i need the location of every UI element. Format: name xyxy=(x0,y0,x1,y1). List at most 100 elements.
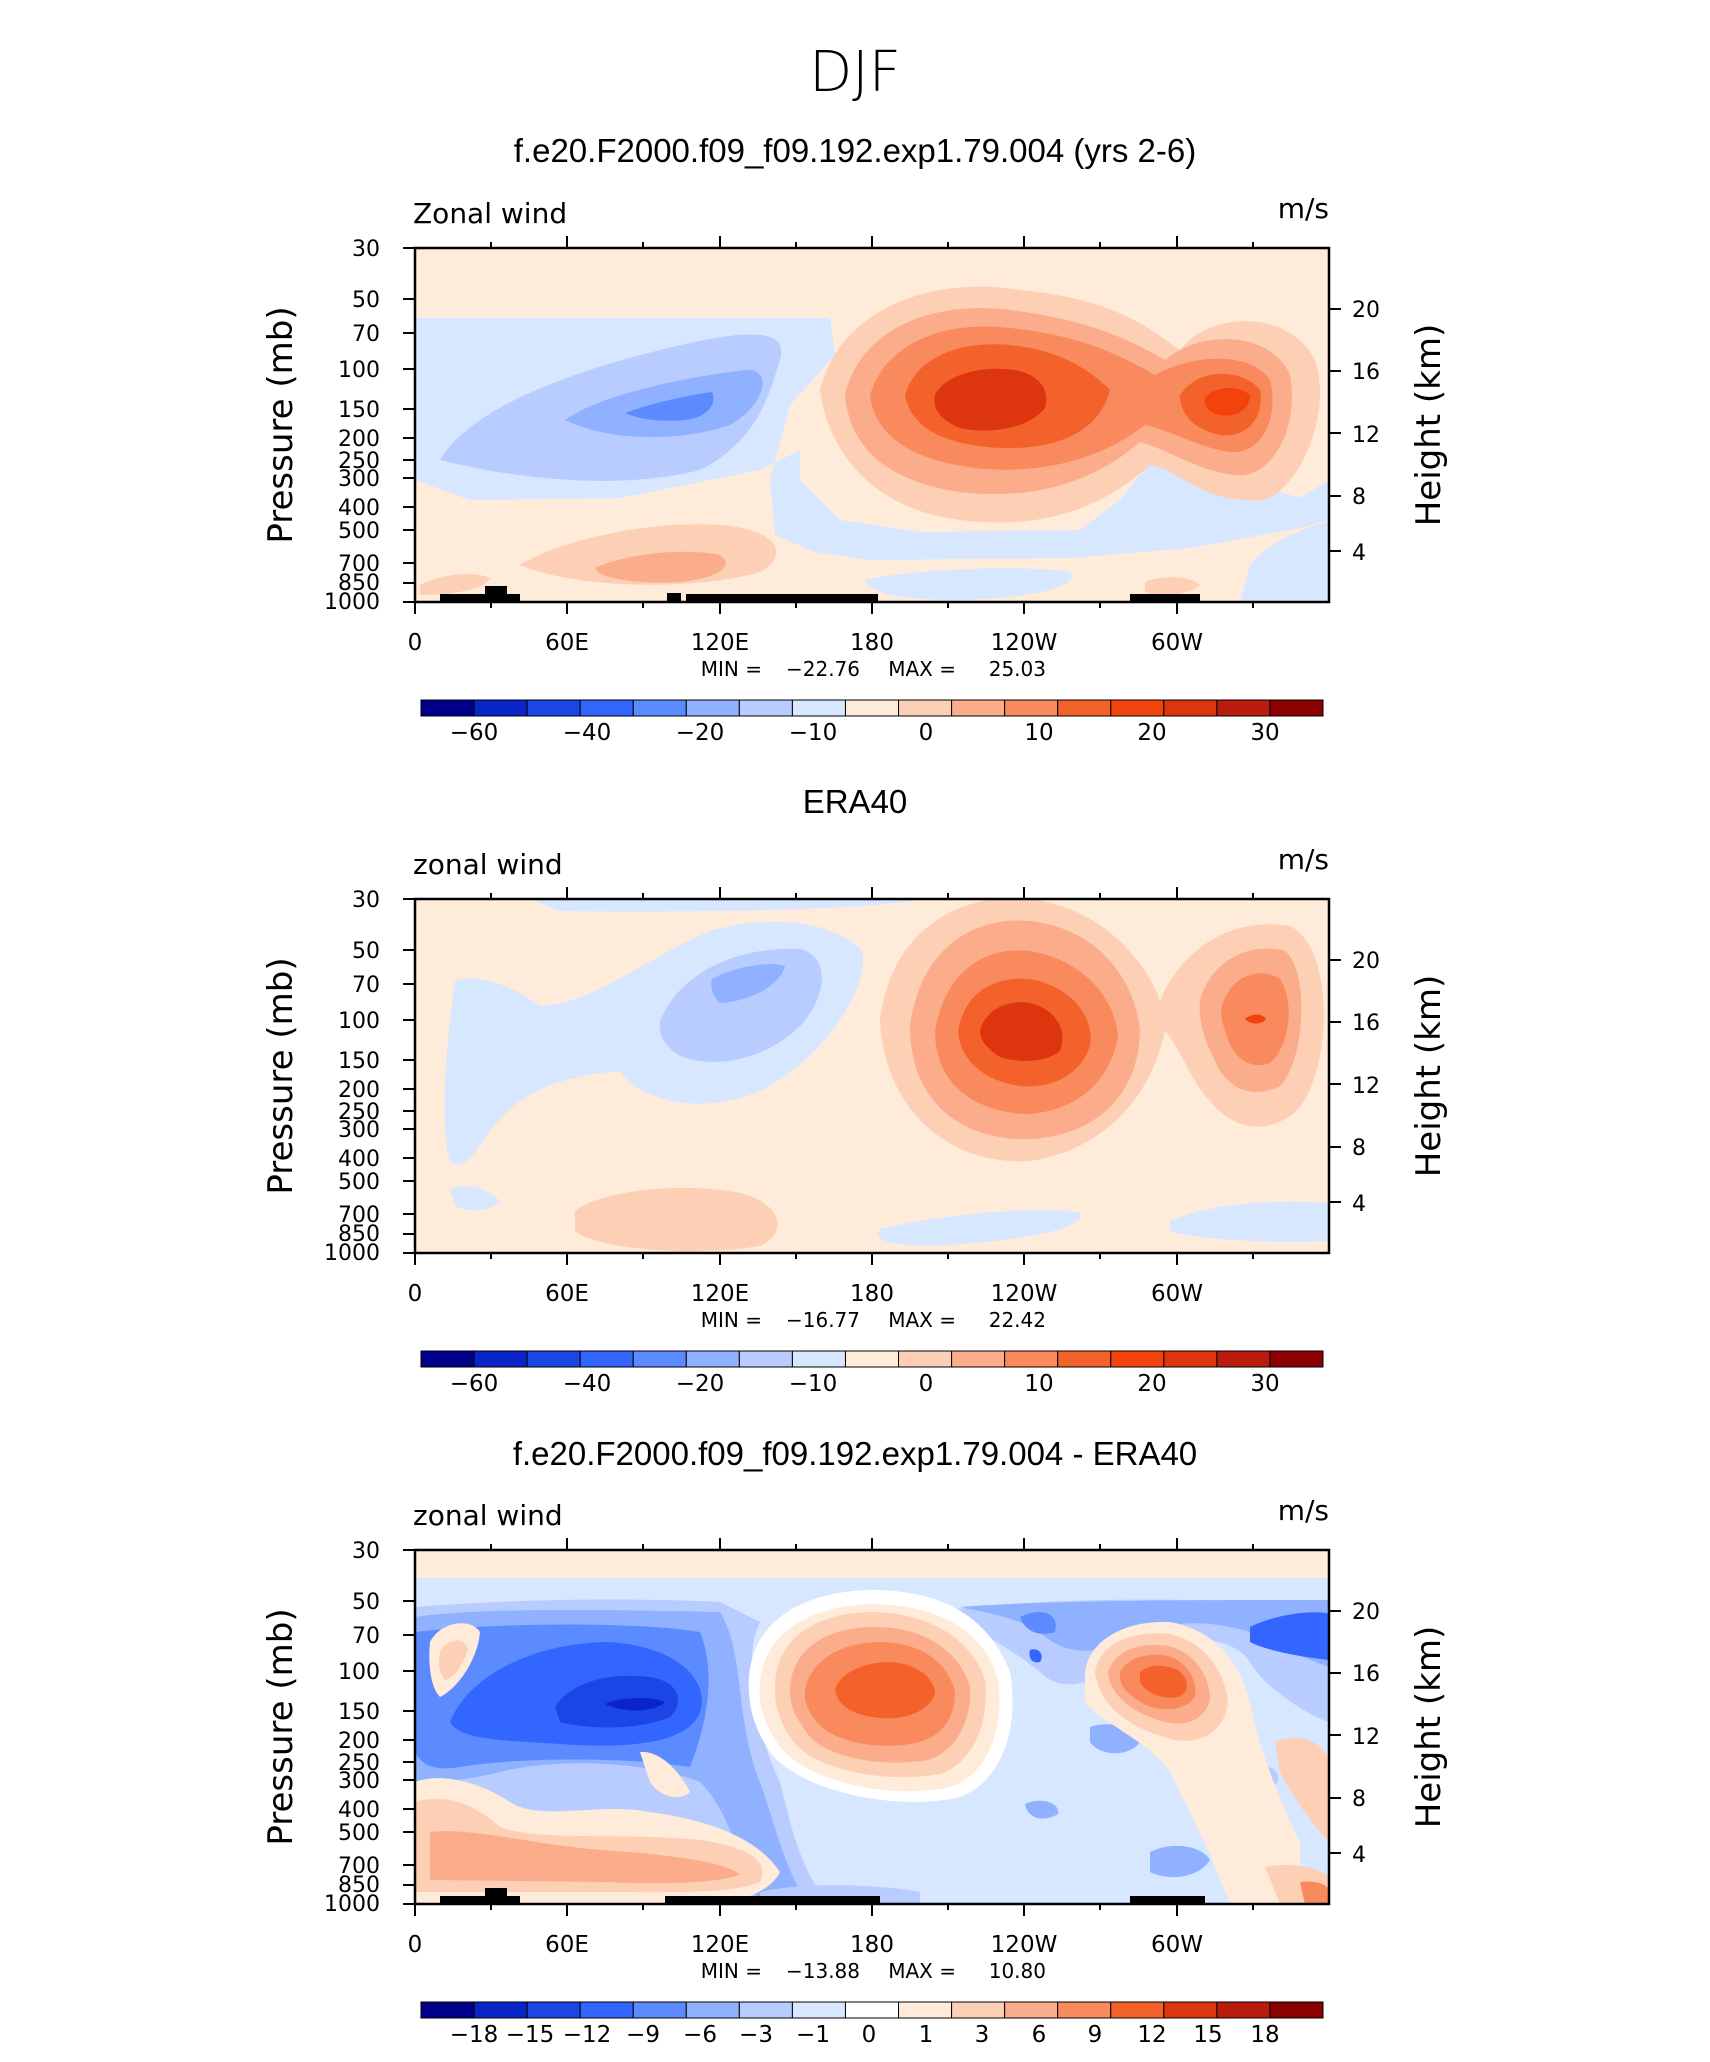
y-tick-label: 70 xyxy=(352,973,380,998)
x-tick-labels: 0 60E 120E 180 120W 60W xyxy=(408,1281,1203,1307)
y2-tick-labels: 4 8 12 16 20 xyxy=(1352,298,1380,566)
colorbar-label: −1 xyxy=(796,2022,830,2048)
colorbar-label: −60 xyxy=(450,720,499,746)
x-tick-label: 60W xyxy=(1151,630,1203,656)
colorbar-swatch xyxy=(526,1350,581,1368)
y-tick-label: 100 xyxy=(338,1660,380,1685)
y2-tick-label: 12 xyxy=(1352,423,1380,448)
colorbar-label: −10 xyxy=(789,1371,838,1397)
colorbar-labels: −60 −40 −20 −10 0 10 20 30 xyxy=(450,1371,1280,1397)
y-tick-label: 100 xyxy=(338,358,380,383)
stats-max-label: MAX = xyxy=(888,1959,956,1983)
colorbar-labels: −60 −40 −20 −10 0 10 20 30 xyxy=(450,720,1280,746)
y2-axis-title: Height (km) xyxy=(1409,324,1449,527)
y-tick-label: 400 xyxy=(338,1798,380,1823)
panel-2-title: ERA40 xyxy=(802,783,908,820)
colorbar-label: 20 xyxy=(1137,720,1166,746)
y2-axis-title: Height (km) xyxy=(1409,975,1449,1178)
y2-tick-label: 16 xyxy=(1352,360,1380,385)
y2-tick-label: 20 xyxy=(1352,1600,1380,1625)
colorbar-label: 12 xyxy=(1137,2022,1166,2048)
stats-min: −16.77 xyxy=(786,1308,860,1332)
y2-tick-label: 20 xyxy=(1352,949,1380,974)
units-label: m/s xyxy=(1278,1494,1329,1527)
y-tick-label: 150 xyxy=(338,398,380,423)
y-axis-title: Pressure (mb) xyxy=(261,957,301,1194)
colorbar-swatch xyxy=(526,2001,581,2019)
colorbar-swatch xyxy=(473,699,528,717)
colorbar-swatch xyxy=(1110,2001,1165,2019)
y-tick-label: 850 xyxy=(338,571,380,596)
colorbar-swatch xyxy=(1216,2001,1271,2019)
colorbar xyxy=(420,1350,1324,1368)
stats-max-label: MAX = xyxy=(888,657,956,681)
colorbar-swatch xyxy=(1163,1350,1218,1368)
colorbar-swatch xyxy=(738,2001,793,2019)
colorbar-label: 9 xyxy=(1088,2022,1103,2048)
colorbar xyxy=(420,2001,1324,2019)
x-tick-label: 60E xyxy=(545,1932,589,1958)
variable-label: zonal wind xyxy=(413,848,563,881)
colorbar-label: 1 xyxy=(919,2022,934,2048)
colorbar-swatch xyxy=(632,1350,687,1368)
colorbar-labels: −18 −15 −12 −9 −6 −3 −1 0 1 3 6 9 12 15 … xyxy=(450,2022,1280,2048)
colorbar-label: −6 xyxy=(683,2022,717,2048)
colorbar-swatch xyxy=(1216,699,1271,717)
y-tick-label: 400 xyxy=(338,1147,380,1172)
colorbar-swatch xyxy=(473,2001,528,2019)
y-tick-label: 50 xyxy=(352,288,380,313)
colorbar-swatch xyxy=(898,1350,953,1368)
colorbar-label: 0 xyxy=(862,2022,877,2048)
colorbar-swatch xyxy=(791,1350,846,1368)
y2-tick-labels: 4 8 12 16 20 xyxy=(1352,949,1380,1217)
colorbar-swatch xyxy=(1163,2001,1218,2019)
y-tick-label: 300 xyxy=(338,467,380,492)
colorbar-label: −9 xyxy=(626,2022,660,2048)
colorbar-swatch xyxy=(1057,2001,1112,2019)
stats-max: 25.03 xyxy=(989,657,1046,681)
colorbar-label: 3 xyxy=(975,2022,990,2048)
y2-axis-title: Height (km) xyxy=(1409,1626,1449,1829)
units-label: m/s xyxy=(1278,192,1329,225)
y-axis-title: Pressure (mb) xyxy=(261,1608,301,1845)
colorbar-label: −40 xyxy=(563,720,612,746)
y2-tick-label: 4 xyxy=(1352,1192,1366,1217)
colorbar-swatch xyxy=(1110,1350,1165,1368)
colorbar-swatch xyxy=(579,699,634,717)
colorbar-swatch xyxy=(632,2001,687,2019)
stats-max-label: MAX = xyxy=(888,1308,956,1332)
stats-min: −22.76 xyxy=(786,657,860,681)
y-tick-label: 1000 xyxy=(324,590,380,615)
x-tick-label: 60W xyxy=(1151,1281,1203,1307)
colorbar-swatch xyxy=(473,1350,528,1368)
y-tick-label: 50 xyxy=(352,1590,380,1615)
x-tick-label: 120W xyxy=(991,630,1058,656)
x-tick-labels: 0 60E 120E 180 120W 60W xyxy=(408,630,1203,656)
colorbar-label: −40 xyxy=(563,1371,612,1397)
colorbar-swatch xyxy=(420,1350,475,1368)
y2-tick-label: 12 xyxy=(1352,1074,1380,1099)
y-tick-label: 850 xyxy=(338,1873,380,1898)
contour-field xyxy=(415,899,1329,1253)
y-tick-label: 200 xyxy=(338,427,380,452)
colorbar-swatch xyxy=(738,699,793,717)
stats-max: 10.80 xyxy=(989,1959,1046,1983)
x-tick-label: 0 xyxy=(408,630,423,656)
stats-min: −13.88 xyxy=(786,1959,860,1983)
y-tick-label: 700 xyxy=(338,1854,380,1879)
x-tick-label: 120E xyxy=(691,1932,749,1958)
y2-tick-label: 8 xyxy=(1352,1136,1366,1161)
colorbar-label: −18 xyxy=(450,2022,499,2048)
y-tick-label: 150 xyxy=(338,1049,380,1074)
colorbar-swatch xyxy=(951,699,1006,717)
x-tick-label: 120W xyxy=(991,1281,1058,1307)
y2-tick-labels: 4 8 12 16 20 xyxy=(1352,1600,1380,1868)
colorbar-swatch xyxy=(738,1350,793,1368)
colorbar-label: 30 xyxy=(1250,1371,1279,1397)
y-tick-label: 500 xyxy=(338,1821,380,1846)
contour-field xyxy=(415,248,1329,602)
y-tick-label: 1000 xyxy=(324,1241,380,1266)
